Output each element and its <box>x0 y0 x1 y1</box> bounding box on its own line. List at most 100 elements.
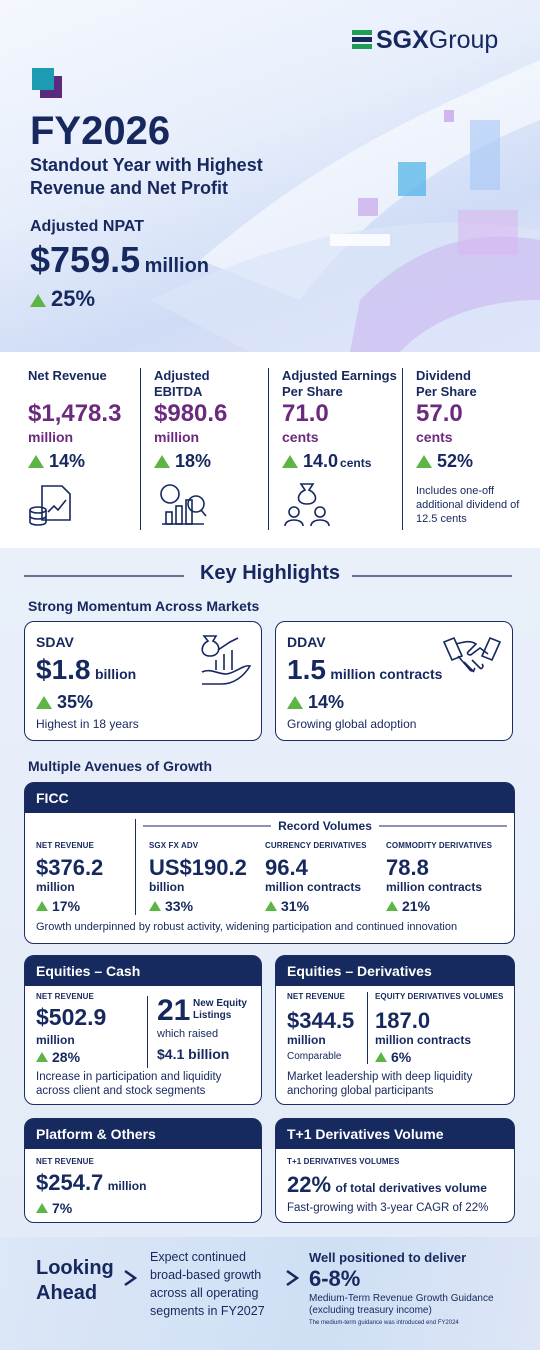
metric-unit: million <box>36 880 75 894</box>
sdav-card: SDAV $1.8 billion 35% Highest in 18 year… <box>24 621 262 741</box>
summary-change: 14% <box>28 451 85 472</box>
outlook-background <box>0 1237 540 1350</box>
volume-label: EQUITY DERIVATIVES VOLUMES <box>375 992 504 1001</box>
metric-label: NET REVENUE <box>36 992 94 1001</box>
metric-value: $376.2 <box>36 855 104 880</box>
volume-label: CURRENCY DERIVATIVES <box>265 841 367 850</box>
volume-change: 31% <box>265 898 309 914</box>
card-change: 35% <box>36 692 93 713</box>
metric-value: $502.9 <box>36 1004 107 1030</box>
card-header: FICC <box>25 783 514 813</box>
outlook-footnote: The medium-term guidance was introduced … <box>309 1320 459 1326</box>
card-unit: billion <box>94 666 137 682</box>
metric-label: NET REVENUE <box>36 1157 94 1166</box>
summary-change: 18% <box>154 451 211 472</box>
summary-unit: million <box>28 429 74 445</box>
metric-change: Comparable <box>287 1051 342 1062</box>
metric-value: $344.5 <box>287 1008 355 1033</box>
outlook-text: Expect continued broad-based growth acro… <box>150 1250 265 1318</box>
highlights-title: Key Highlights <box>199 562 340 584</box>
metric-label: T+1 DERIVATIVES VOLUMES <box>287 1157 400 1166</box>
listings-label: New Equity Listings <box>193 998 247 1021</box>
equities-cash-card: Equities – Cash NET REVENUE $502.9 milli… <box>24 955 262 1105</box>
accent-square <box>32 68 54 90</box>
ficc-card: FICC NET REVENUE $376.2 million 17% Reco… <box>24 782 515 944</box>
metric: $759.5 million <box>30 240 209 288</box>
platform-card: Platform & Others NET REVENUE $254.7 mil… <box>24 1118 262 1223</box>
summary-label: Net Revenue <box>28 368 107 383</box>
volume-unit: million contracts <box>375 1033 472 1047</box>
listings-value: 21 <box>157 994 191 1027</box>
summary-value: $1,478.3 <box>28 400 122 427</box>
outlook-title: Looking Ahead <box>36 1257 114 1304</box>
card-name: SDAV <box>36 634 74 650</box>
metric-value: $254.7 <box>36 1170 104 1195</box>
metric-group: 22% of total derivatives volume <box>287 1171 487 1202</box>
metric-group: $254.7 million <box>36 1169 146 1200</box>
volume-value: 78.8 <box>386 855 429 880</box>
metric-change: 28% <box>36 1049 80 1065</box>
logo: SGXGroup <box>376 26 498 54</box>
metric-unit: of total derivatives volume <box>335 1181 487 1195</box>
summary-unit: million <box>154 429 200 445</box>
hero-title: FY2026 <box>30 109 171 153</box>
card-unit: million contracts <box>330 666 443 682</box>
chevron <box>124 1269 138 1287</box>
card-header: T+1 Derivatives Volume <box>276 1119 514 1149</box>
ddav-card: DDAV 1.5 million contracts 14% Growing g… <box>275 621 513 741</box>
summary-value: 71.0 <box>282 400 329 427</box>
volume-label: COMMODITY DERIVATIVES <box>386 841 493 850</box>
summary-value: 57.0 <box>416 400 463 427</box>
heading-rules <box>24 575 512 577</box>
metric-unit: million <box>36 1033 75 1047</box>
handshake-icon <box>442 636 502 673</box>
volume-change: 21% <box>386 898 430 914</box>
metric-unit: million <box>287 1033 326 1047</box>
ebitda-icon <box>160 484 207 525</box>
record-title: Record Volumes <box>278 819 372 833</box>
card-note: Growth underpinned by robust activity, w… <box>36 921 458 933</box>
card-header: Equities – Derivatives <box>276 956 514 986</box>
section-title: Multiple Avenues of Growth <box>28 758 213 774</box>
logo-mark <box>352 30 372 49</box>
metric-change: 7% <box>36 1200 72 1216</box>
summary-unit: cents <box>282 429 319 445</box>
volume-value: US$190.2 <box>149 855 247 880</box>
volume-value: 187.0 <box>375 1008 431 1033</box>
summary-label: Adjusted EBITDA <box>154 368 210 399</box>
card-header: Equities – Cash <box>25 956 261 986</box>
card-note: Highest in 18 years <box>36 717 139 731</box>
card-change: 14% <box>287 692 344 713</box>
equities-derivatives-card: Equities – Derivatives NET REVENUE $344.… <box>275 955 515 1105</box>
summary-unit: cents <box>416 429 453 445</box>
summary-note: Includes one-off additional dividend of … <box>416 485 520 525</box>
card-header: Platform & Others <box>25 1119 261 1149</box>
record-rules <box>143 825 507 827</box>
volume-unit: billion <box>149 880 185 894</box>
divider <box>140 368 141 530</box>
card-name: DDAV <box>287 634 326 650</box>
volume-value: 96.4 <box>265 855 308 880</box>
summary-change-unit: cents <box>340 456 372 470</box>
divider <box>268 368 269 530</box>
metric-unit: million <box>144 255 210 277</box>
divider <box>147 996 148 1068</box>
chevron <box>286 1269 300 1287</box>
metric-value: $759.5 <box>30 239 141 280</box>
volume-change: 33% <box>149 898 193 914</box>
summary-label: Dividend Per Share <box>416 368 477 399</box>
logo-suffix: Group <box>428 26 499 54</box>
section-title: Strong Momentum Across Markets <box>28 598 260 614</box>
volume-unit: million contracts <box>265 880 362 894</box>
card-value-group: 1.5 million contracts <box>287 654 442 691</box>
hero-decoration <box>150 60 540 352</box>
metric-change: 25% <box>30 286 95 312</box>
outlook-description: Medium-Term Revenue Growth Guidance (exc… <box>309 1293 494 1316</box>
card-value-group: $1.8 billion <box>36 654 136 691</box>
summary-change: 52% <box>416 451 473 472</box>
sdav-icon <box>201 635 252 685</box>
summary-change: 14.0 <box>282 451 338 471</box>
raised-label: which raised <box>157 1028 219 1040</box>
outlook-lead: Well positioned to deliver <box>309 1250 467 1265</box>
